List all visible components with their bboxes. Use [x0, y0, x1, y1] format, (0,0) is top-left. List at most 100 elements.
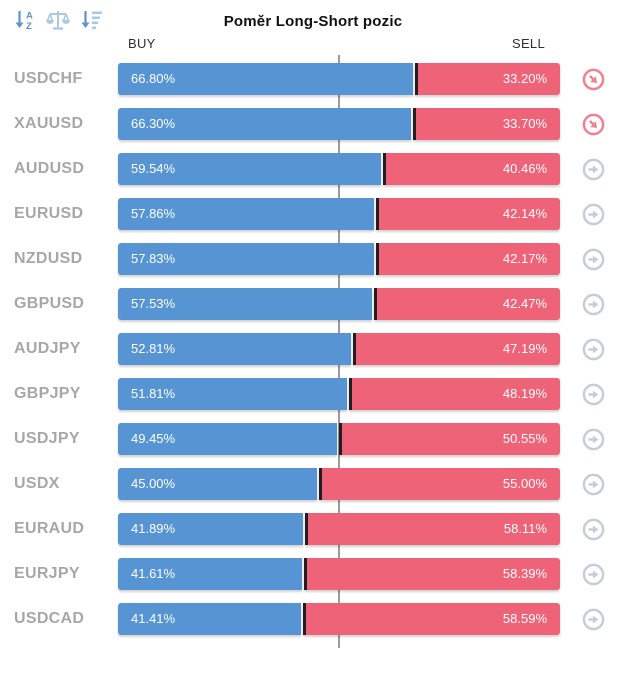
sell-bar: 40.46% — [383, 153, 560, 185]
buy-percentage: 41.61% — [131, 566, 176, 581]
ratio-row: XAUUSD 66.30% 33.70% — [0, 108, 626, 140]
sell-column-header: SELL — [511, 36, 545, 51]
trend-down-arrow-icon[interactable] — [582, 113, 605, 136]
buy-bar: 51.81% — [118, 378, 347, 410]
trend-right-arrow-icon[interactable] — [582, 203, 605, 226]
buy-percentage: 57.86% — [131, 206, 176, 221]
sell-percentage: 48.19% — [502, 386, 547, 401]
trend-icon-cell — [560, 423, 626, 455]
buy-percentage: 57.83% — [131, 251, 176, 266]
balance-scale-button[interactable] — [45, 8, 71, 32]
sell-bar: 55.00% — [318, 468, 560, 500]
buy-bar: 45.00% — [118, 468, 317, 500]
trend-icon-cell — [560, 378, 626, 410]
ratio-list: USDCHF 66.80% 33.20% XAUUSD 66.30% — [0, 63, 626, 635]
pair-label: EURAUD — [14, 520, 85, 537]
pair-label: GBPUSD — [14, 295, 85, 312]
buy-bar: 66.80% — [118, 63, 414, 95]
buy-percentage: 41.89% — [131, 521, 176, 536]
buy-percentage: 45.00% — [131, 476, 176, 491]
buy-bar: 57.86% — [118, 198, 374, 230]
sell-bar: 47.19% — [353, 333, 560, 365]
buy-bar: 41.89% — [118, 513, 304, 545]
trend-down-arrow-icon[interactable] — [582, 68, 605, 91]
ratio-bar-track: 52.81% 47.19% — [118, 333, 560, 365]
ratio-bar-track: 41.61% 58.39% — [118, 558, 560, 590]
trend-right-arrow-icon[interactable] — [582, 383, 605, 406]
buy-bar: 59.54% — [118, 153, 382, 185]
sell-bar: 50.55% — [338, 423, 560, 455]
sort-amount-descending-icon — [79, 9, 104, 31]
sell-percentage: 42.17% — [502, 251, 547, 266]
sell-percentage: 55.00% — [502, 476, 547, 491]
sell-bar: 33.20% — [415, 63, 560, 95]
ratio-row: EURUSD 57.86% 42.14% — [0, 198, 626, 230]
ratio-row: NZDUSD 57.83% 42.17% — [0, 243, 626, 275]
trend-right-arrow-icon[interactable] — [582, 518, 605, 541]
ratio-row: EURJPY 41.61% 58.39% — [0, 558, 626, 590]
trend-icon-cell — [560, 108, 626, 140]
trend-icon-cell — [560, 288, 626, 320]
ratio-row: USDJPY 49.45% 50.55% — [0, 423, 626, 455]
ratio-bar-track: 66.80% 33.20% — [118, 63, 560, 95]
pair-label: USDCAD — [14, 610, 85, 627]
ratio-bar-track: 66.30% 33.70% — [118, 108, 560, 140]
trend-right-arrow-icon[interactable] — [582, 338, 605, 361]
trend-icon-cell — [560, 243, 626, 275]
buy-percentage: 49.45% — [131, 431, 176, 446]
trend-right-arrow-icon[interactable] — [582, 248, 605, 271]
sell-percentage: 58.39% — [502, 566, 547, 581]
ratio-row: AUDUSD 59.54% 40.46% — [0, 153, 626, 185]
sell-percentage: 58.59% — [502, 611, 547, 626]
sell-bar: 42.14% — [375, 198, 560, 230]
ratio-bar-track: 57.83% 42.17% — [118, 243, 560, 275]
buy-percentage: 51.81% — [131, 386, 176, 401]
pair-label: USDJPY — [14, 430, 80, 447]
ratio-bar-track: 41.89% 58.11% — [118, 513, 560, 545]
pair-label: AUDUSD — [14, 160, 85, 177]
svg-text:A: A — [26, 11, 33, 22]
sell-percentage: 40.46% — [502, 161, 547, 176]
trend-icon-cell — [560, 333, 626, 365]
sell-percentage: 58.11% — [503, 521, 547, 536]
trend-right-arrow-icon[interactable] — [582, 293, 605, 316]
column-headers: BUY SELL — [118, 36, 560, 51]
sell-bar: 58.39% — [303, 558, 560, 590]
buy-bar: 57.53% — [118, 288, 373, 320]
widget-title: Poměr Long-Short pozic — [223, 13, 403, 30]
trend-right-arrow-icon[interactable] — [582, 158, 605, 181]
pair-label: USDCHF — [14, 70, 83, 87]
trend-right-arrow-icon[interactable] — [582, 428, 605, 451]
ratio-bar-track: 49.45% 50.55% — [118, 423, 560, 455]
sort-alphabetical-icon: A Z — [13, 9, 38, 31]
sort-alphabetical-button[interactable]: A Z — [12, 8, 38, 32]
ratio-row: USDCAD 41.41% 58.59% — [0, 603, 626, 635]
sell-percentage: 42.47% — [502, 296, 547, 311]
sell-percentage: 33.20% — [502, 71, 547, 86]
trend-icon-cell — [560, 63, 626, 95]
balance-scale-icon — [46, 9, 70, 31]
pair-label: XAUUSD — [14, 115, 84, 132]
sort-amount-button[interactable] — [78, 8, 104, 32]
ratio-bar-track: 59.54% 40.46% — [118, 153, 560, 185]
buy-bar: 41.61% — [118, 558, 302, 590]
buy-percentage: 57.53% — [131, 296, 176, 311]
trend-icon-cell — [560, 603, 626, 635]
pair-label: AUDJPY — [14, 340, 81, 357]
trend-right-arrow-icon[interactable] — [582, 473, 605, 496]
buy-bar: 66.30% — [118, 108, 412, 140]
trend-icon-cell — [560, 513, 626, 545]
ratio-row: GBPJPY 51.81% 48.19% — [0, 378, 626, 410]
buy-percentage: 52.81% — [131, 341, 176, 356]
ratio-bar-track: 57.53% 42.47% — [118, 288, 560, 320]
ratio-bar-track: 45.00% 55.00% — [118, 468, 560, 500]
sell-bar: 48.19% — [349, 378, 560, 410]
buy-bar: 41.41% — [118, 603, 302, 635]
trend-right-arrow-icon[interactable] — [582, 563, 605, 586]
trend-right-arrow-icon[interactable] — [582, 608, 605, 631]
ratio-bar-track: 41.41% 58.59% — [118, 603, 560, 635]
ratio-row: AUDJPY 52.81% 47.19% — [0, 333, 626, 365]
sell-percentage: 47.19% — [502, 341, 547, 356]
ratio-row: GBPUSD 57.53% 42.47% — [0, 288, 626, 320]
